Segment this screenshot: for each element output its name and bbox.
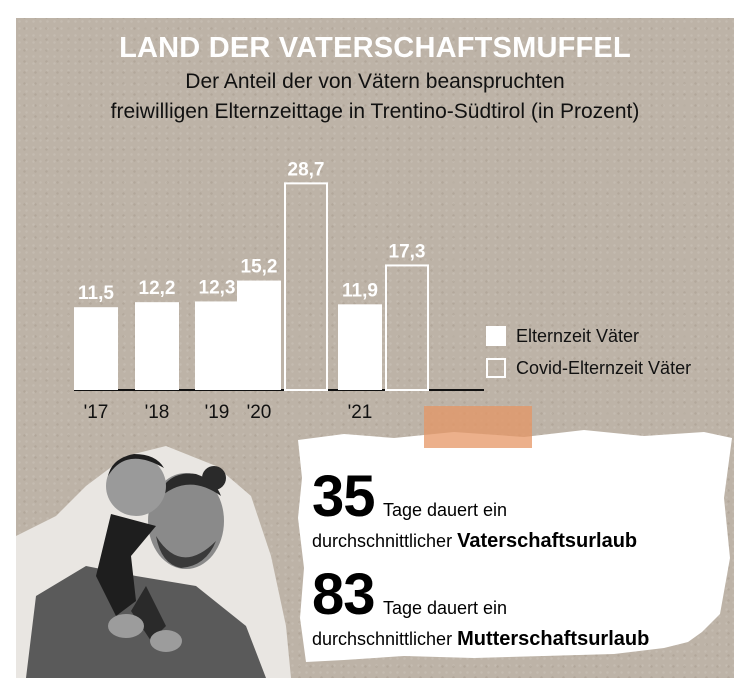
fact-maternity: 83 Tage dauert ein durchschnittlicher Mu… [312, 566, 649, 651]
x-tick-label: '20 [247, 402, 272, 418]
title: LAND DER VATERSCHAFTSMUFFEL [119, 32, 631, 64]
x-tick-label: '19 [205, 402, 230, 418]
data-label-covid: 17,3 [389, 241, 426, 262]
bar-covid [284, 182, 328, 391]
data-label-elternzeit: 11,9 [342, 280, 378, 301]
fact-bold: Mutterschaftsurlaub [457, 628, 650, 650]
legend-swatch-filled [486, 326, 506, 346]
fact-paternity: 35 Tage dauert ein durchschnittlicher Va… [312, 468, 637, 553]
data-label-elternzeit: 11,5 [78, 283, 114, 304]
bar-elternzeit [74, 307, 118, 390]
x-tick-label: '18 [145, 402, 170, 418]
bar-elternzeit [237, 280, 281, 390]
x-tick-label: '21 [348, 402, 373, 418]
fact-text-1: Tage dauert ein [382, 500, 508, 520]
subtitle-line-2: freiwilligen Elternzeittage in Trentino-… [110, 100, 640, 123]
data-label-elternzeit: 12,3 [199, 277, 236, 298]
bar-chart: 11,5 '17 12,2 '18 12,3 '19 15,2 28,7 '20 11,9 17,3… [74, 159, 484, 418]
fact-number: 35 [312, 464, 376, 529]
data-label-elternzeit: 12,2 [139, 278, 176, 299]
legend-label-covid: Covid-Elternzeit Väter [516, 357, 692, 378]
bar-elternzeit [338, 304, 382, 390]
legend-label-elternzeit: Elternzeit Väter [516, 325, 640, 346]
infographic: LAND DER VATERSCHAFTSMUFFEL Der Anteil d… [16, 18, 734, 678]
bar-covid [385, 264, 429, 391]
fact-text-1: Tage dauert ein [382, 598, 508, 618]
fact-text-2: durchschnittlicher [312, 531, 453, 551]
data-label-elternzeit: 15,2 [241, 257, 278, 278]
data-label-covid: 28,7 [288, 159, 325, 180]
tape-strip [424, 406, 532, 448]
father-child-photo [16, 446, 291, 678]
legend-item-elternzeit: Elternzeit Väter [486, 324, 639, 348]
paper-note [298, 430, 732, 662]
fact-bold: Vaterschaftsurlaub [457, 530, 638, 552]
legend-swatch-outline [486, 358, 506, 378]
subtitle-line-1: Der Anteil der von Vätern beanspruchten [185, 70, 565, 93]
x-tick-label: '17 [84, 402, 109, 418]
fact-text-2: durchschnittlicher [312, 629, 453, 649]
legend-item-covid: Covid-Elternzeit Väter [486, 356, 691, 380]
fact-number: 83 [312, 562, 376, 627]
bar-elternzeit [135, 302, 179, 390]
bar-elternzeit [195, 301, 239, 390]
